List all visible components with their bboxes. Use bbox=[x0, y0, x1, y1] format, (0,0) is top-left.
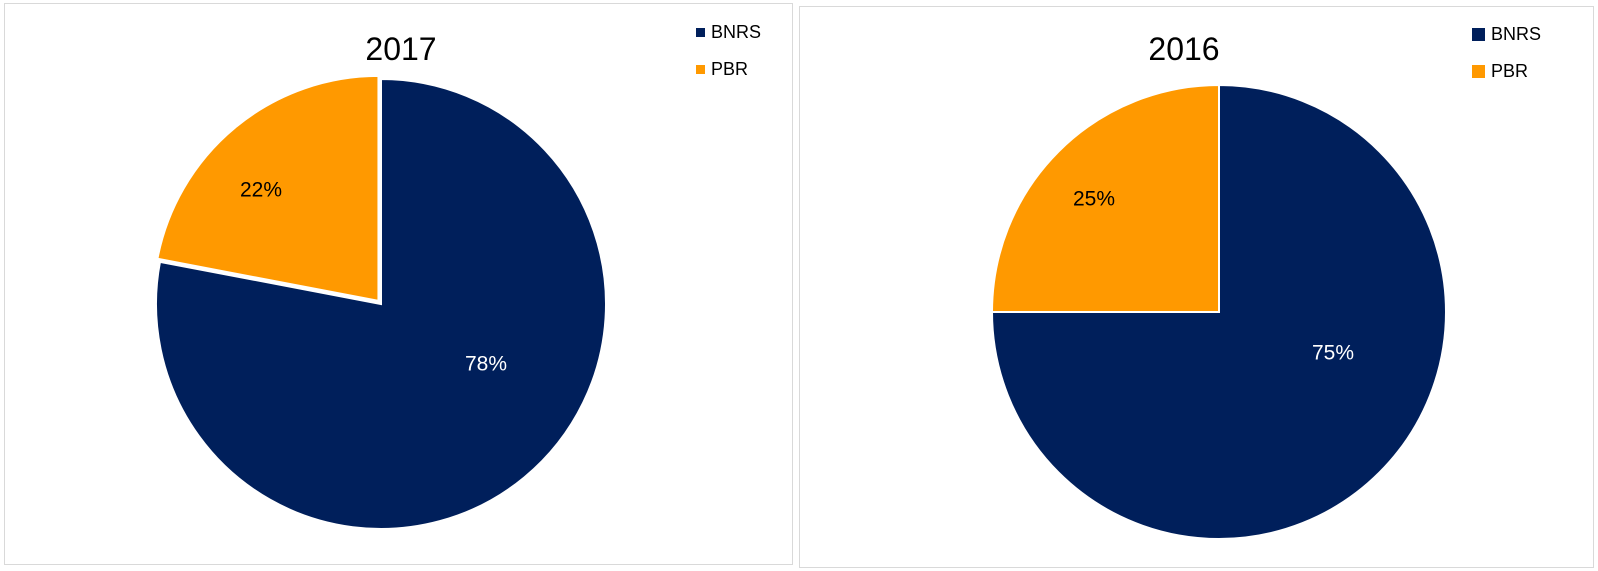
chart-title: 2017 bbox=[365, 31, 437, 67]
pie-chart-2016: 75% 25% bbox=[990, 83, 1447, 540]
pie-slice-bnrs bbox=[990, 83, 1447, 540]
pie-slice-bnrs bbox=[155, 77, 607, 530]
legend-item-pbr: PBR bbox=[696, 51, 761, 88]
data-label-bnrs: 78% bbox=[465, 353, 507, 376]
legend-swatch-pbr bbox=[696, 65, 705, 74]
pie-chart-2017: 78% 22% bbox=[155, 74, 607, 530]
legend-item-bnrs: BNRS bbox=[696, 14, 761, 51]
pie-slice-pbr bbox=[156, 74, 380, 303]
data-label-bnrs: 75% bbox=[1312, 342, 1354, 365]
legend-swatch-bnrs bbox=[696, 28, 705, 37]
legend-swatch-pbr bbox=[1472, 65, 1485, 78]
legend-item-bnrs: BNRS bbox=[1472, 16, 1541, 53]
data-label-pbr: 25% bbox=[1073, 188, 1115, 211]
legend-swatch-bnrs bbox=[1472, 28, 1485, 41]
legend-label: PBR bbox=[711, 59, 749, 79]
legend-label: PBR bbox=[1491, 61, 1529, 81]
chart-title: 2016 bbox=[1148, 31, 1220, 67]
chart-panel-2016: 2016 75% 25% BNRS PBR bbox=[799, 6, 1594, 568]
legend: BNRS PBR bbox=[1472, 16, 1541, 90]
chart-panel-2017: 2017 78% 22% BNRS PBR bbox=[4, 3, 793, 565]
legend-label: BNRS bbox=[711, 22, 762, 42]
pie-slice-pbr bbox=[990, 83, 1220, 313]
legend-label: BNRS bbox=[1491, 24, 1542, 44]
data-label-pbr: 22% bbox=[240, 179, 282, 202]
legend: BNRS PBR bbox=[696, 14, 761, 88]
legend-item-pbr: PBR bbox=[1472, 53, 1541, 90]
